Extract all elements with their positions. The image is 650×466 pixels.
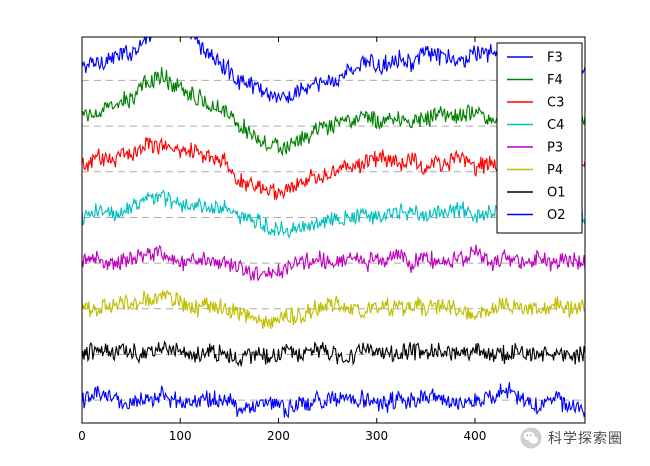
legend-label-p4: P4 bbox=[547, 163, 563, 178]
legend-label-f4: F4 bbox=[547, 73, 563, 88]
legend-label-c3: C3 bbox=[547, 96, 564, 111]
watermark-text: 科学探索圈 bbox=[548, 431, 623, 447]
legend-label-c4: C4 bbox=[547, 118, 564, 133]
x-tick-label: 200 bbox=[267, 429, 290, 443]
legend-label-o1: O1 bbox=[547, 186, 566, 201]
watermark: 科学探索圈 bbox=[520, 427, 623, 449]
x-tick-label: 300 bbox=[365, 429, 388, 443]
legend-label-o2: O2 bbox=[547, 208, 566, 223]
legend-label-p3: P3 bbox=[547, 141, 563, 156]
x-tick-label: 400 bbox=[464, 429, 487, 443]
legend-box bbox=[496, 42, 583, 234]
series-line-p4 bbox=[82, 289, 585, 330]
legend-label-f3: F3 bbox=[547, 51, 563, 66]
x-tick-label: 0 bbox=[78, 429, 86, 443]
x-axis-ticks: 0 100 200 300 400 bbox=[78, 37, 486, 443]
plot-frame bbox=[81, 36, 586, 424]
series-line-o1 bbox=[82, 340, 585, 367]
series-line-p3 bbox=[82, 244, 585, 282]
legend: F3 F4 C3 C4 P3 P4 O1 O2 bbox=[496, 42, 583, 234]
x-tick-label: 100 bbox=[169, 429, 192, 443]
wechat-icon bbox=[520, 427, 542, 449]
series-line-o2 bbox=[82, 382, 585, 419]
